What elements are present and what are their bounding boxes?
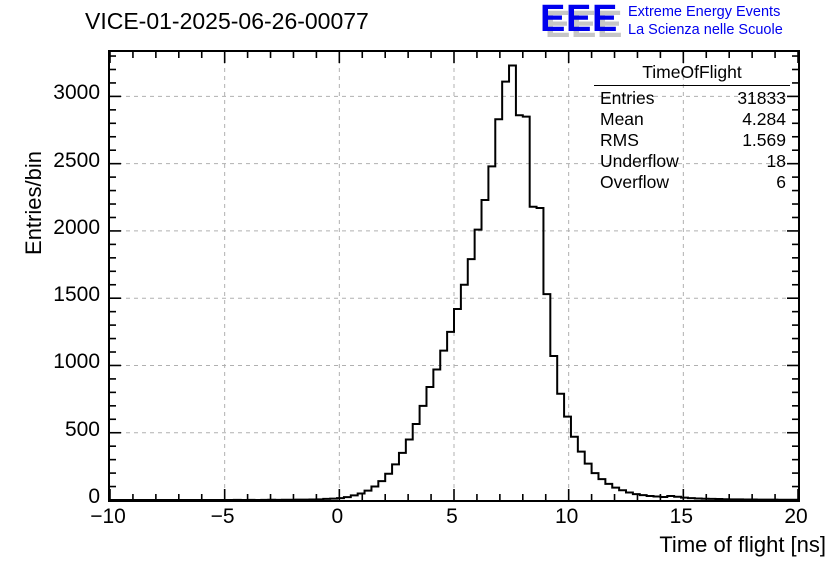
eee-logo-letter-shadow-1: E <box>545 4 571 46</box>
x-tick-label: −10 <box>90 505 126 528</box>
stats-row: RMS 1.569 <box>594 130 790 151</box>
stats-row: Underflow 18 <box>594 151 790 172</box>
x-tick-label: 20 <box>784 505 808 528</box>
stats-row: Overflow 6 <box>594 172 790 193</box>
axis-ticks <box>110 52 798 500</box>
y-tick-label: 3000 <box>53 81 100 105</box>
y-axis-title: Entries/bin <box>21 151 46 255</box>
gridlines <box>110 52 798 500</box>
y-tick-label: 2000 <box>53 215 100 239</box>
eee-logo-letter-shadow-3: E <box>597 4 623 46</box>
y-tick-label: 0 <box>88 485 100 508</box>
eee-logo-letters: E E E E E E <box>540 0 622 44</box>
stats-value: 18 <box>766 151 786 171</box>
x-tick-label: 0 <box>331 505 344 528</box>
stats-row: Entries 31833 <box>594 88 790 109</box>
stats-title: TimeOfFlight <box>642 62 742 82</box>
stats-key: RMS <box>600 130 639 150</box>
eee-logo: E E E E E E Extreme Energy Events La Sci… <box>540 0 836 44</box>
stats-rows: Entries 31833 Mean 4.284 RMS 1.569 Underflow 18… <box>594 88 790 193</box>
stats-row: Mean 4.284 <box>594 109 790 130</box>
x-tick-label: 15 <box>669 505 693 528</box>
eee-logo-line1: Extreme Energy Events <box>628 4 781 20</box>
x-tick-label: 10 <box>554 505 579 528</box>
stats-divider <box>594 85 790 86</box>
page-title: VICE-01-2025-06-26-00077 <box>85 8 369 34</box>
eee-logo-text: Extreme Energy Events La Scienza nelle S… <box>628 3 783 39</box>
histogram-outline <box>110 64 798 500</box>
stats-value: 6 <box>776 172 786 192</box>
y-tick-label: 2500 <box>53 148 100 172</box>
x-tick-label: 5 <box>446 505 458 528</box>
histogram-plot <box>110 52 798 500</box>
stats-box: TimeOfFlight Entries 31833 Mean 4.284 RMS 1.5… <box>594 62 790 193</box>
stats-value: 1.569 <box>742 130 786 150</box>
stats-value: 4.284 <box>742 109 786 129</box>
stats-key: Overflow <box>600 172 670 192</box>
y-tick-label: 1500 <box>53 283 100 307</box>
y-tick-label: 500 <box>64 417 100 441</box>
stats-key: Mean <box>600 109 644 129</box>
eee-logo-letter-3: E <box>592 0 618 40</box>
x-tick-label: −5 <box>210 505 235 528</box>
stats-key: Entries <box>600 88 655 108</box>
eee-logo-letter-shadow-2: E <box>571 4 597 46</box>
stats-key: Underflow <box>600 151 679 171</box>
eee-logo-letter-1: E <box>540 0 566 40</box>
eee-logo-line2: La Scienza nelle Scuole <box>628 22 783 38</box>
x-axis-title: Time of flight [ns] <box>659 532 826 557</box>
stats-value: 31833 <box>737 88 786 108</box>
plot-frame <box>108 50 800 502</box>
eee-logo-letter-2: E <box>566 0 592 40</box>
y-tick-label: 1000 <box>53 350 100 374</box>
